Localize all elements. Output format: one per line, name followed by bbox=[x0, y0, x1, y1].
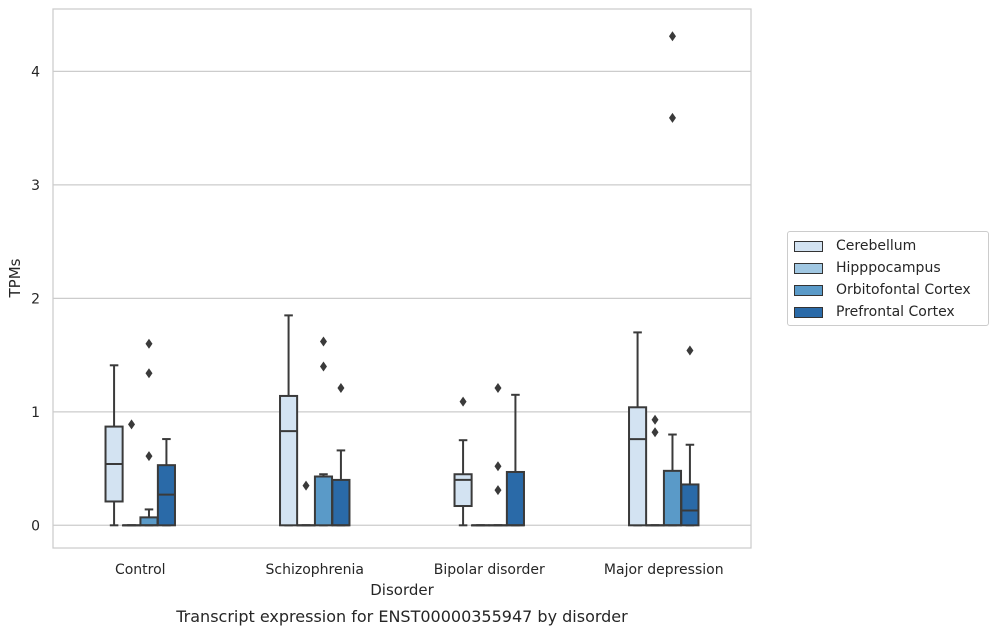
legend: Cerebellum Hipppocampus Orbitofontal Cor… bbox=[787, 231, 989, 326]
box-3-1 bbox=[331, 383, 351, 527]
plot-frame bbox=[52, 8, 752, 549]
outlier-point bbox=[145, 451, 153, 462]
y-tick-label-1: 1 bbox=[31, 405, 40, 421]
outlier-point bbox=[494, 461, 502, 472]
legend-item-cerebellum: Cerebellum bbox=[794, 237, 916, 255]
y-axis-label: TPMs bbox=[6, 258, 24, 298]
legend-swatch-orbitofrontal bbox=[794, 284, 823, 296]
x-axis-ticks: Control Schizophrenia Bipolar disorder Majo… bbox=[115, 562, 724, 578]
box-body bbox=[453, 473, 473, 508]
box-body bbox=[662, 469, 683, 527]
box-2-1 bbox=[313, 336, 334, 527]
box-body bbox=[139, 516, 159, 527]
outlier-point bbox=[302, 480, 310, 491]
y-tick-label-4: 4 bbox=[31, 64, 40, 80]
outlier-point bbox=[651, 414, 659, 425]
box-1-0 bbox=[121, 419, 142, 527]
outlier-point bbox=[337, 383, 345, 394]
box-0-2 bbox=[453, 396, 473, 527]
x-tick-label-1: Schizophrenia bbox=[266, 562, 364, 578]
box-2-0 bbox=[139, 338, 159, 527]
box-0-3 bbox=[628, 331, 648, 527]
box-3-3 bbox=[680, 345, 700, 527]
outlier-point bbox=[494, 485, 502, 496]
legend-label-cerebellum: Cerebellum bbox=[836, 238, 917, 254]
legend-label-hippocampus: Hipppocampus bbox=[836, 260, 941, 276]
outlier-point bbox=[686, 345, 694, 356]
y-tick-label-0: 0 bbox=[31, 518, 40, 534]
box-body bbox=[628, 406, 648, 527]
box-plot-series bbox=[104, 31, 700, 527]
legend-swatch-prefrontal bbox=[794, 306, 823, 318]
box-body bbox=[331, 478, 351, 527]
box-body bbox=[505, 470, 525, 527]
x-axis-label: Disorder bbox=[370, 581, 434, 599]
legend-item-prefrontal: Prefrontal Cortex bbox=[794, 303, 955, 321]
outlier-point bbox=[128, 419, 136, 430]
legend-label-orbitofrontal: Orbitofontal Cortex bbox=[836, 282, 971, 298]
box-0-1 bbox=[279, 314, 299, 527]
outlier-point bbox=[668, 31, 676, 42]
box-body bbox=[680, 483, 700, 527]
box-1-1 bbox=[296, 480, 316, 527]
outlier-point bbox=[145, 368, 153, 379]
legend-swatch-hippocampus bbox=[794, 262, 823, 274]
legend-swatch-cerebellum bbox=[794, 240, 823, 252]
y-tick-label-3: 3 bbox=[31, 178, 40, 194]
legend-item-orbitofrontal: Orbitofontal Cortex bbox=[794, 281, 971, 299]
outlier-point bbox=[668, 112, 676, 123]
x-tick-label-0: Control bbox=[115, 562, 166, 578]
legend-item-hippocampus: Hipppocampus bbox=[794, 259, 941, 277]
outlier-point bbox=[459, 396, 467, 407]
chart-title: Transcript expression for ENST0000035594… bbox=[175, 607, 628, 626]
outlier-point bbox=[319, 336, 327, 347]
box-body bbox=[313, 475, 334, 527]
y-tick-label-2: 2 bbox=[31, 291, 40, 307]
box-body bbox=[279, 394, 299, 527]
x-tick-label-2: Bipolar disorder bbox=[434, 562, 545, 578]
box-1-3 bbox=[645, 414, 665, 527]
outlier-point bbox=[145, 338, 153, 349]
x-tick-label-3: Major depression bbox=[604, 562, 724, 578]
box-0-0 bbox=[104, 364, 124, 527]
outlier-point bbox=[651, 427, 659, 438]
outlier-point bbox=[319, 361, 327, 372]
y-axis-ticks: 0 1 2 3 4 bbox=[31, 64, 40, 534]
legend-label-prefrontal: Prefrontal Cortex bbox=[836, 304, 955, 320]
box-2-3 bbox=[662, 31, 683, 527]
box-2-2 bbox=[488, 383, 508, 527]
outlier-point bbox=[494, 383, 502, 394]
box-3-0 bbox=[156, 438, 176, 527]
box-3-2 bbox=[505, 393, 525, 527]
